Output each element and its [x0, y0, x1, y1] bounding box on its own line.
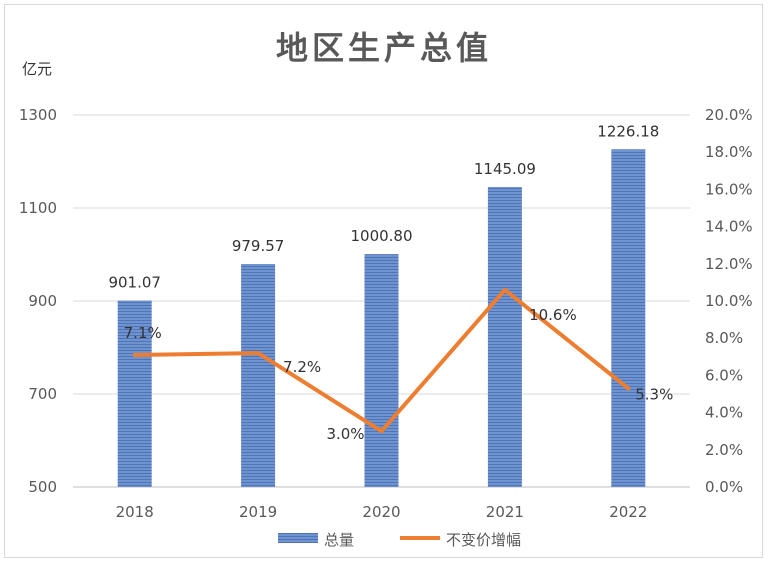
line-point — [256, 351, 261, 356]
bar-data-label: 1000.80 — [350, 227, 412, 245]
right-tick-label: 14.0% — [705, 218, 753, 236]
bar-series — [117, 149, 646, 488]
legend: 总量 不变价增幅 — [278, 531, 521, 549]
line-series — [132, 287, 631, 434]
x-tick-label: 2022 — [609, 503, 647, 521]
line-point — [379, 429, 384, 434]
right-tick-label: 4.0% — [705, 404, 743, 422]
right-tick-label: 2.0% — [705, 441, 743, 459]
left-tick-label: 900 — [28, 292, 57, 310]
left-tick-label: 1100 — [19, 199, 57, 217]
bar-data-label: 901.07 — [108, 274, 161, 292]
right-tick-label: 6.0% — [705, 366, 743, 384]
bar-data-label: 1145.09 — [474, 160, 536, 178]
bar — [611, 149, 646, 487]
line-data-label: 10.6% — [529, 306, 577, 324]
right-tick-label: 20.0% — [705, 106, 753, 124]
line-data-labels: 7.1% 7.2% 3.0% 10.6% 5.3% — [124, 306, 674, 443]
line-point — [502, 287, 507, 292]
right-tick-label: 10.0% — [705, 292, 753, 310]
left-tick-label: 1300 — [19, 106, 57, 124]
x-tick-label: 2018 — [116, 503, 154, 521]
left-tick-label: 500 — [28, 478, 57, 496]
bar — [364, 254, 399, 487]
x-axis-ticks: 2018 2019 2020 2021 2022 — [116, 503, 648, 521]
x-tick-label: 2019 — [239, 503, 277, 521]
left-axis-ticks: 500 700 900 1100 1300 — [19, 106, 57, 496]
right-tick-label: 18.0% — [705, 143, 753, 161]
right-tick-label: 16.0% — [705, 180, 753, 198]
right-tick-label: 12.0% — [705, 255, 753, 273]
right-tick-label: 8.0% — [705, 329, 743, 347]
bar-data-labels: 901.07 979.57 1000.80 1145.09 1226.18 — [108, 122, 659, 291]
legend-bar-label: 总量 — [324, 531, 354, 549]
line-data-label: 5.3% — [635, 385, 673, 403]
line-data-label: 7.1% — [124, 324, 162, 342]
bar — [117, 300, 152, 487]
x-tick-label: 2021 — [486, 503, 524, 521]
left-axis-unit: 亿元 — [22, 60, 52, 78]
line-point — [626, 386, 631, 391]
line-point — [132, 352, 137, 357]
legend-bar-swatch — [278, 533, 318, 543]
bar — [241, 263, 276, 487]
chart-title: 地区生产总值 — [276, 29, 492, 67]
bar — [487, 187, 522, 488]
left-tick-label: 700 — [28, 385, 57, 403]
x-tick-label: 2020 — [362, 503, 400, 521]
right-tick-label: 0.0% — [705, 478, 743, 496]
chart-frame — [4, 4, 763, 558]
line-data-label: 3.0% — [326, 425, 364, 443]
right-axis-ticks: 0.0% 2.0% 4.0% 6.0% 8.0% 10.0% 12.0% 14.0% 16.0%… — [705, 106, 753, 496]
bar-data-label: 979.57 — [232, 237, 285, 255]
legend-line-label: 不变价增幅 — [446, 531, 521, 549]
line-data-label: 7.2% — [283, 358, 321, 376]
bar-data-label: 1226.18 — [597, 122, 659, 140]
